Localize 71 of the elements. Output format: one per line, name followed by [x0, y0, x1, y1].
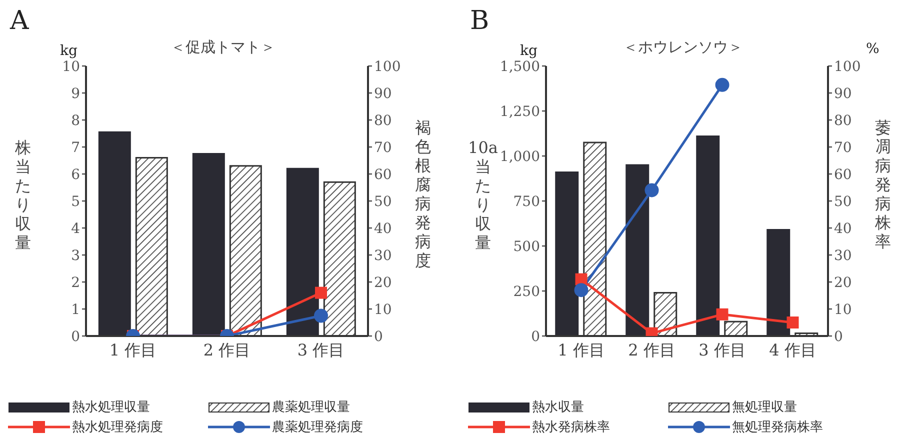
- y2-tick-label: 60: [374, 166, 392, 183]
- legend-label: 農薬処理収量: [272, 399, 350, 416]
- y-tick-label: 0: [531, 328, 540, 345]
- legend-label: 熱水処理収量: [72, 399, 150, 416]
- y2-tick-label: 100: [834, 58, 861, 75]
- y-tick-label: 1: [71, 302, 80, 318]
- y-tick-label: 10: [62, 58, 80, 75]
- x-tick-label: 3 作目: [297, 340, 345, 360]
- text: B: [470, 6, 490, 36]
- point: [574, 283, 588, 298]
- y2-tick-label: 40: [374, 220, 392, 237]
- x-tick-label: 2 作目: [628, 340, 676, 360]
- y-tick-label: 1,250: [500, 104, 540, 120]
- y-tick-label: 500: [513, 238, 540, 255]
- y2-tick-label: 10: [374, 302, 392, 318]
- y2-axis-title: 褐色根腐病発病度: [415, 118, 431, 270]
- text: kg: [60, 43, 78, 59]
- y2-tick-label: 90: [834, 86, 852, 102]
- legend-label: 熱水処理発病度: [72, 419, 163, 436]
- y-tick-label: 0: [71, 328, 80, 345]
- y-axis-title: 株当たり収量: [15, 138, 31, 252]
- point: [786, 316, 799, 328]
- point: [716, 308, 728, 320]
- point: [644, 183, 659, 198]
- y-tick-label: 2: [71, 274, 80, 291]
- y-tick-label: 250: [513, 284, 540, 300]
- y2-tick-label: 70: [834, 140, 852, 156]
- y2-tick-label: 50: [374, 194, 392, 210]
- chart-title: ＜促成トマト＞: [170, 38, 276, 56]
- y2-tick-label: 100: [374, 58, 401, 75]
- text: kg: [520, 43, 538, 59]
- legend-label: 無処理発病株率: [732, 419, 823, 436]
- x-tick-label: 1 作目: [558, 340, 605, 360]
- y2-tick-label: 0: [374, 328, 383, 345]
- y2-tick-label: 50: [834, 194, 852, 210]
- y2-tick-label: 30: [374, 248, 392, 264]
- x-tick-label: 3 作目: [698, 340, 746, 360]
- y2-tick-label: 90: [374, 86, 392, 102]
- y2-tick-label: 70: [374, 140, 392, 156]
- legend-label: 熱水発病株率: [532, 419, 610, 436]
- y2-tick-label: 80: [834, 112, 852, 129]
- y-tick-label: 7: [71, 140, 80, 156]
- legend-label: 熱水収量: [532, 399, 584, 416]
- text: A: [10, 6, 29, 36]
- y2-tick-label: 20: [834, 274, 852, 291]
- y-tick-label: 4: [71, 220, 80, 237]
- y-tick-label: 5: [71, 194, 80, 210]
- y-tick-label: 750: [513, 194, 540, 210]
- y-tick-label: 1,000: [500, 148, 540, 165]
- y-tick-label: 1,500: [500, 58, 540, 75]
- legend-label: 農薬処理発病度: [272, 419, 363, 436]
- y2-tick-label: 10: [834, 302, 852, 318]
- y2-tick-label: 60: [834, 166, 852, 183]
- y2-axis-title: 萎凋病発病株率: [875, 118, 891, 251]
- y-tick-label: 6: [71, 166, 80, 183]
- legend-label: 無処理収量: [732, 399, 797, 416]
- y2-tick-label: 0: [834, 328, 843, 345]
- x-tick-label: 4 作目: [769, 340, 816, 360]
- y2-tick-label: 20: [374, 274, 392, 291]
- y2-tick-label: 40: [834, 220, 852, 237]
- y-tick-label: 8: [71, 112, 80, 129]
- x-tick-label: 2 作目: [203, 340, 251, 360]
- point: [715, 78, 730, 92]
- y-tick-label: 3: [71, 248, 80, 264]
- y-axis-title: 10a当たり収量: [468, 138, 498, 252]
- y2-tick-label: 80: [374, 112, 392, 129]
- y-tick-label: 9: [71, 86, 80, 102]
- x-tick-label: 1 作目: [109, 340, 157, 360]
- text: %: [866, 41, 880, 57]
- chart-title: ＜ホウレンソウ＞: [623, 38, 743, 56]
- y2-tick-label: 30: [834, 248, 852, 264]
